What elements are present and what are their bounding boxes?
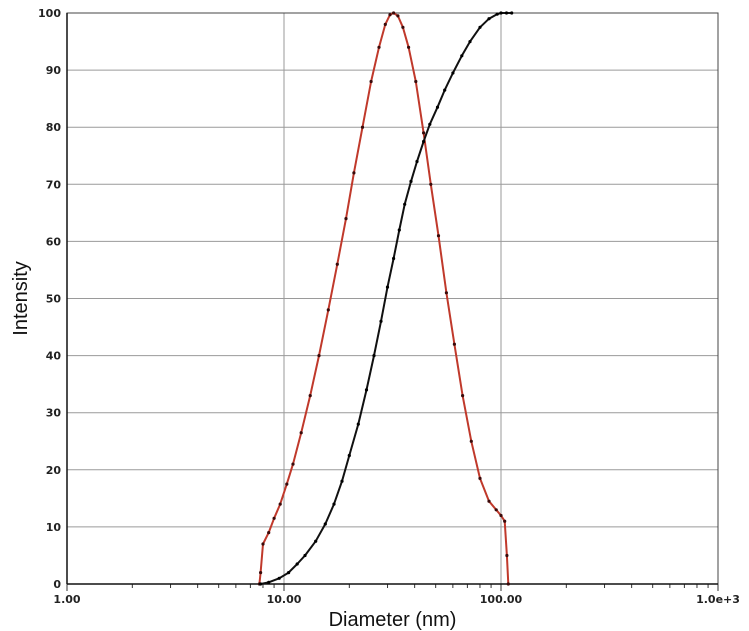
- data-point: [407, 45, 411, 49]
- data-point: [267, 580, 271, 584]
- data-point: [259, 571, 263, 575]
- data-point: [372, 354, 376, 358]
- y-tick-label: 100: [38, 7, 61, 20]
- data-point: [429, 182, 433, 186]
- data-point: [487, 499, 491, 503]
- data-point: [415, 159, 419, 164]
- y-tick-label: 70: [46, 178, 62, 191]
- data-point: [451, 71, 455, 75]
- data-point: [272, 516, 276, 520]
- plot-frame: [66, 12, 719, 591]
- data-point: [335, 262, 339, 266]
- tick-labels: 0 10 20 30 40 50 60 70 80 90 100 1.00 10.00 100.00 1.0…: [38, 7, 740, 606]
- data-point: [510, 11, 514, 15]
- data-point: [435, 105, 440, 109]
- data-point: [340, 479, 344, 483]
- data-point: [444, 291, 448, 295]
- data-point: [352, 171, 356, 175]
- y-tick-label: 50: [46, 293, 62, 306]
- data-point: [469, 439, 473, 443]
- data-point: [326, 308, 330, 312]
- data-point: [499, 513, 503, 518]
- data-point: [261, 542, 265, 546]
- data-point: [259, 582, 263, 586]
- data-point: [308, 394, 312, 398]
- data-point: [392, 11, 396, 15]
- y-tick-label: 60: [46, 235, 62, 248]
- data-point: [478, 25, 482, 29]
- y-tick-label: 80: [46, 121, 62, 134]
- x-axis-title: Diameter (nm): [329, 609, 457, 631]
- y-tick-label: 30: [46, 407, 62, 420]
- data-point: [267, 531, 271, 535]
- data-point: [506, 582, 510, 586]
- data-point: [323, 522, 327, 526]
- data-point: [303, 553, 307, 558]
- grid: [66, 12, 719, 585]
- data-point: [504, 11, 509, 15]
- data-point: [487, 17, 491, 21]
- data-point: [436, 234, 441, 238]
- data-point: [409, 179, 413, 183]
- data-point: [494, 508, 498, 512]
- x-tick-label: 1.00: [53, 593, 80, 606]
- data-point: [403, 202, 407, 206]
- data-point: [287, 571, 291, 575]
- data-point: [332, 502, 336, 506]
- data-point: [443, 88, 447, 92]
- data-point: [379, 319, 383, 323]
- data-point: [360, 125, 365, 129]
- data-point: [277, 576, 281, 580]
- data-point: [495, 12, 499, 16]
- data-point: [401, 25, 405, 29]
- data-point: [385, 285, 390, 289]
- data-point: [414, 79, 418, 84]
- data-point: [422, 131, 426, 135]
- data-point: [364, 388, 369, 392]
- data-point: [460, 54, 464, 58]
- data-point: [468, 40, 472, 44]
- data-point: [299, 431, 303, 435]
- data-point: [392, 256, 396, 261]
- data-point: [285, 482, 289, 486]
- y-tick-label: 90: [46, 64, 62, 77]
- data-point: [356, 422, 360, 426]
- y-axis-title: Intensity: [10, 261, 32, 335]
- data-point: [499, 11, 503, 15]
- data-point: [422, 139, 426, 144]
- data-point: [278, 502, 282, 506]
- data-point: [388, 13, 392, 17]
- data-point: [291, 462, 295, 466]
- data-point: [396, 14, 400, 18]
- y-tick-label: 40: [46, 350, 62, 363]
- y-tick-label: 0: [53, 578, 61, 591]
- data-point: [314, 539, 318, 543]
- series-line-1: [260, 12, 512, 585]
- x-tick-label: 1.0e+3: [696, 593, 740, 606]
- data-point: [461, 394, 465, 398]
- data-point: [344, 217, 348, 221]
- y-tick-label: 10: [46, 521, 62, 534]
- data-point: [478, 476, 482, 480]
- data-point: [503, 519, 507, 523]
- x-tick-label: 10.00: [267, 593, 302, 606]
- series-group: [257, 11, 514, 586]
- y-tick-label: 20: [46, 464, 62, 477]
- data-point: [383, 22, 387, 26]
- data-point: [347, 453, 351, 458]
- data-point: [397, 228, 401, 232]
- x-tick-label: 100.00: [480, 593, 523, 606]
- data-point: [295, 562, 299, 566]
- data-point: [452, 342, 456, 346]
- data-point: [377, 45, 381, 49]
- data-point: [505, 553, 509, 558]
- data-point: [317, 354, 321, 358]
- data-point: [369, 79, 373, 84]
- data-point: [428, 122, 432, 126]
